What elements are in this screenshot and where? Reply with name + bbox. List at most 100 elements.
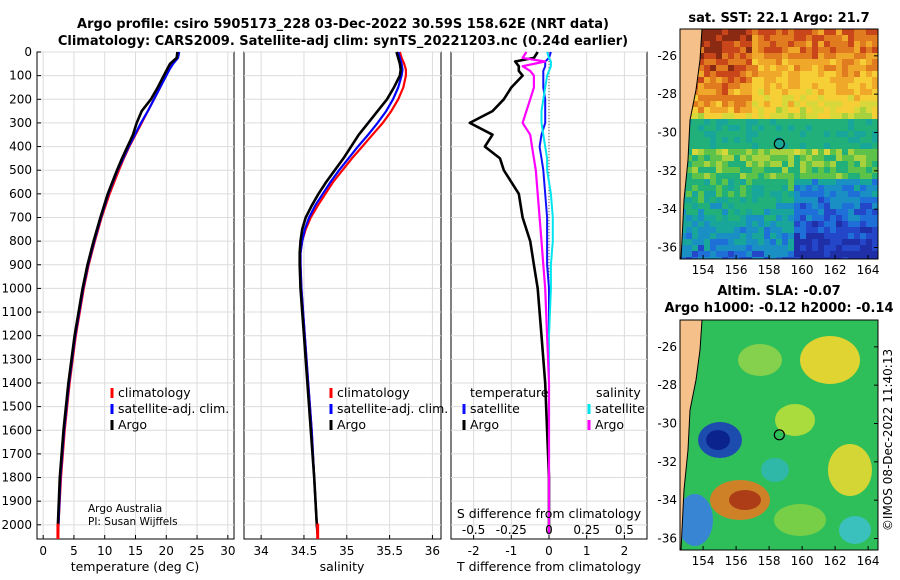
sst-cell — [716, 233, 722, 239]
sst-cell — [848, 107, 854, 113]
sst-cell — [818, 137, 824, 143]
sst-cell — [752, 53, 758, 59]
map-x-tick-label: 154 — [692, 263, 715, 277]
sst-cell — [776, 35, 782, 41]
sst-cell — [734, 95, 740, 101]
sst-cell — [722, 203, 728, 209]
map-x-tick-label: 158 — [758, 554, 781, 568]
sst-cell — [860, 155, 866, 161]
sst-cell — [788, 59, 794, 65]
sst-cell — [782, 125, 788, 131]
sst-cell — [830, 239, 836, 245]
sst-cell — [872, 173, 878, 179]
sst-cell — [710, 143, 716, 149]
sst-cell — [830, 53, 836, 59]
sst-cell — [794, 95, 800, 101]
sst-cell — [752, 173, 758, 179]
y-tick-label: 1000 — [1, 281, 32, 295]
sst-cell — [788, 173, 794, 179]
sst-cell — [758, 233, 764, 239]
sst-cell — [866, 155, 872, 161]
sst-cell — [752, 209, 758, 215]
sst-cell — [794, 53, 800, 59]
sst-cell — [710, 137, 716, 143]
sst-cell — [698, 221, 704, 227]
sst-cell — [722, 71, 728, 77]
sst-cell — [806, 47, 812, 53]
sst-cell — [740, 227, 746, 233]
sst-cell — [728, 143, 734, 149]
sst-cell — [836, 53, 842, 59]
sst-cell — [704, 215, 710, 221]
sst-cell — [710, 161, 716, 167]
sst-cell — [824, 191, 830, 197]
sst-cell — [860, 29, 866, 35]
sst-cell — [770, 173, 776, 179]
sst-cell — [800, 107, 806, 113]
sst-cell — [824, 137, 830, 143]
sst-cell — [872, 221, 878, 227]
sst-cell — [842, 167, 848, 173]
y-tick-label: 400 — [9, 140, 32, 154]
sst-cell — [794, 173, 800, 179]
sst-cell — [830, 29, 836, 35]
sst-cell — [788, 131, 794, 137]
sst-cell — [818, 119, 824, 125]
sst-cell — [770, 29, 776, 35]
legend-salinity-head: salinity — [596, 385, 641, 400]
sst-cell — [842, 53, 848, 59]
sst-cell — [722, 179, 728, 185]
sst-cell — [830, 47, 836, 53]
sst-cell — [848, 125, 854, 131]
sst-cell — [818, 47, 824, 53]
sst-cell — [848, 227, 854, 233]
sst-cell — [746, 167, 752, 173]
sst-cell — [818, 143, 824, 149]
sst-cell — [770, 59, 776, 65]
sst-cell — [722, 149, 728, 155]
sst-cell — [782, 83, 788, 89]
sst-cell — [854, 233, 860, 239]
sst-cell — [866, 215, 872, 221]
legend-argo-label: Argo — [337, 417, 366, 432]
sst-cell — [860, 83, 866, 89]
sst-map-panel: sat. SST: 22.1 Argo: 21.7 154 156 158 160 16… — [657, 11, 879, 277]
sst-cell — [824, 227, 830, 233]
sst-cell — [860, 203, 866, 209]
sst-cell — [716, 47, 722, 53]
sst-cell — [860, 95, 866, 101]
sst-cell — [686, 251, 692, 257]
sst-cell — [824, 161, 830, 167]
sst-cell — [734, 221, 740, 227]
sst-cell — [740, 215, 746, 221]
sst-cell — [734, 107, 740, 113]
sst-cell — [782, 137, 788, 143]
sst-cell — [770, 245, 776, 251]
sst-cell — [872, 191, 878, 197]
sst-cell — [860, 257, 866, 259]
sst-cell — [746, 209, 752, 215]
sst-cell — [704, 257, 710, 259]
series-line-salinity-argo — [521, 51, 551, 535]
sst-cell — [782, 185, 788, 191]
sst-cell — [830, 191, 836, 197]
map-y-tick-label: -34 — [657, 202, 677, 216]
sst-cell — [764, 173, 770, 179]
sst-cell — [782, 209, 788, 215]
difference-panel: -2 -1 0 1 2 -0.5 -0.25 0 0.25 0.5 T difference f… — [450, 51, 648, 574]
sst-cell — [686, 257, 692, 259]
sst-cell — [680, 251, 686, 257]
x-tick-label: -2 — [468, 544, 480, 558]
sst-cell — [776, 149, 782, 155]
sst-cell — [788, 227, 794, 233]
sst-cell — [800, 125, 806, 131]
sst-cell — [716, 203, 722, 209]
sst-cell — [848, 95, 854, 101]
sst-cell — [764, 179, 770, 185]
sst-cell — [842, 161, 848, 167]
sst-cell — [860, 215, 866, 221]
sst-cell — [836, 203, 842, 209]
sst-cell — [830, 251, 836, 257]
sst-cell — [812, 161, 818, 167]
sst-cell — [692, 215, 698, 221]
